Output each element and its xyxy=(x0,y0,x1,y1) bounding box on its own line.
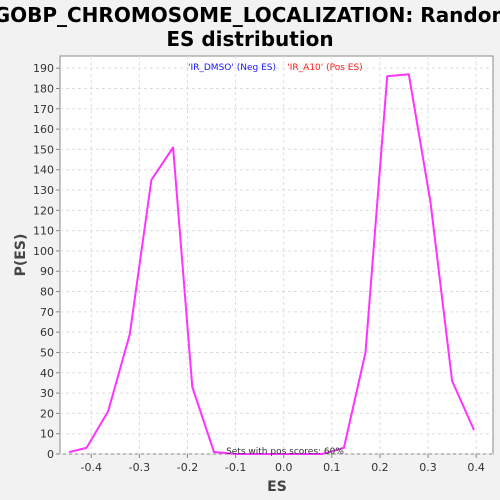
x-tick-label: 0.0 xyxy=(275,461,293,474)
x-tick-label: 0.2 xyxy=(371,461,389,474)
data-point xyxy=(256,453,259,455)
x-tick-label: -0.4 xyxy=(81,461,102,474)
y-tick-label: 160 xyxy=(33,123,54,136)
data-point xyxy=(321,453,324,455)
y-tick-label: 40 xyxy=(40,367,54,380)
y-tick-label: 140 xyxy=(33,164,54,177)
y-tick-label: 30 xyxy=(40,387,54,400)
y-tick-label: 90 xyxy=(40,265,54,278)
data-point xyxy=(107,410,109,413)
y-tick-label: 190 xyxy=(33,62,54,75)
data-point xyxy=(429,201,432,204)
y-tick-label: 70 xyxy=(40,306,54,319)
data-point xyxy=(191,386,194,388)
y-tick-label: 60 xyxy=(40,326,54,339)
x-axis-title: ES xyxy=(267,479,287,495)
data-point xyxy=(213,451,215,453)
data-point xyxy=(85,447,88,449)
plot-area xyxy=(59,55,494,455)
data-point xyxy=(472,428,475,431)
y-tick-label: 180 xyxy=(33,82,54,95)
data-point xyxy=(408,73,410,76)
data-point xyxy=(343,447,345,449)
data-point xyxy=(451,380,453,382)
data-point xyxy=(68,451,71,453)
y-tick-label: 100 xyxy=(33,245,54,258)
data-point xyxy=(128,333,131,335)
legend-entry-neg: 'IR_DMSO' (Neg ES) xyxy=(188,63,276,73)
y-tick-label: 80 xyxy=(40,286,54,299)
chart-title-line1: GOBP_CHROMOSOME_LOCALIZATION: Random xyxy=(0,3,500,27)
y-tick-label: 110 xyxy=(33,225,54,238)
x-tick-label: 0.3 xyxy=(419,461,437,474)
y-tick-label: 10 xyxy=(40,428,54,441)
data-point xyxy=(364,351,367,354)
series-layer xyxy=(68,73,475,455)
data-point xyxy=(299,453,302,455)
pos-scores-annotation: Sets with pos scores: 60% xyxy=(226,447,344,457)
y-tick-label: 50 xyxy=(40,346,54,359)
y-tick-label: 130 xyxy=(33,184,54,197)
y-tick-label: 150 xyxy=(33,143,54,156)
data-point xyxy=(386,75,388,78)
x-tick-label: 0.4 xyxy=(467,461,485,474)
x-tick-label: 0.1 xyxy=(323,461,341,474)
x-tick-label: -0.1 xyxy=(225,461,246,474)
y-tick-label: 20 xyxy=(40,407,54,420)
x-tick-label: -0.2 xyxy=(177,461,198,474)
data-point xyxy=(150,179,153,181)
data-point xyxy=(234,453,237,455)
y-tick-label: 120 xyxy=(33,204,54,217)
es-distribution-line xyxy=(69,73,475,455)
x-tick-label: -0.3 xyxy=(129,461,150,474)
tick-layer: -0.4 -0.3 -0.2 -0.1 0.0 0.1 0.2 0.3 0.4 0 10 20 30 40… xyxy=(33,62,485,474)
y-tick-label: 0 xyxy=(47,448,54,461)
data-point xyxy=(278,453,280,455)
legend-entry-pos: 'IR_A10' (Pos ES) xyxy=(287,63,362,73)
y-axis-title: P(ES) xyxy=(13,234,29,277)
chart-title-line2: ES distribution xyxy=(166,27,333,51)
data-point xyxy=(172,146,174,149)
y-tick-label: 170 xyxy=(33,103,54,116)
